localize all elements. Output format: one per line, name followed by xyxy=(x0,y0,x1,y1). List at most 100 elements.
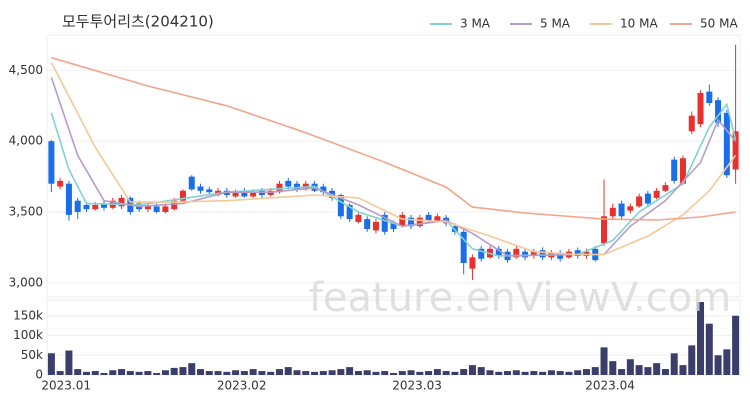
x-tick-label: 2023.03 xyxy=(392,379,442,393)
volume-bar xyxy=(249,369,257,375)
candle-body xyxy=(355,214,362,222)
volume-tick-label: 150k xyxy=(13,308,43,322)
candle-body xyxy=(460,231,467,264)
candle-body xyxy=(416,217,423,227)
legend-label: 3 MA xyxy=(460,17,491,31)
volume-bar xyxy=(197,369,205,375)
volume-bar xyxy=(258,371,266,375)
candle-body xyxy=(276,183,283,193)
candle-body xyxy=(627,206,634,211)
volume-bar xyxy=(539,371,547,375)
volume-bar xyxy=(653,363,661,375)
volume-bar xyxy=(600,347,608,375)
volume-bar xyxy=(679,365,687,375)
candle-body xyxy=(48,141,55,184)
volume-bar xyxy=(460,369,468,375)
candle-body xyxy=(679,158,686,184)
candle-body xyxy=(118,197,125,207)
volume-bar xyxy=(135,371,143,375)
volume-bar xyxy=(468,365,476,375)
candle-body xyxy=(162,206,169,213)
volume-bar xyxy=(521,371,529,375)
volume-bar xyxy=(275,369,283,375)
volume-tick-label: 0 xyxy=(35,368,43,382)
volume-bar xyxy=(372,371,380,375)
volume-bar xyxy=(47,353,55,375)
candle-body xyxy=(74,200,81,213)
volume-bar xyxy=(109,370,117,375)
candle-body xyxy=(65,183,72,215)
volume-bar xyxy=(495,371,503,375)
volume-bar xyxy=(442,371,450,375)
volume-bar xyxy=(381,371,389,375)
volume-bar xyxy=(91,371,99,375)
candle-body xyxy=(653,190,660,198)
volume-bar xyxy=(363,370,371,375)
candle-body xyxy=(662,185,669,191)
volume-bar xyxy=(170,367,178,375)
ma-line xyxy=(51,56,736,221)
volume-bar xyxy=(618,369,626,375)
ma-line xyxy=(50,62,737,256)
candle-body xyxy=(381,214,388,232)
candle-body xyxy=(179,190,186,201)
volume-bar xyxy=(582,369,590,375)
volume-tick-label: 100k xyxy=(13,328,43,342)
volume-bar xyxy=(100,373,108,375)
volume-bar xyxy=(407,370,415,375)
candle-body xyxy=(706,91,713,103)
y-tick-label: 3,500 xyxy=(9,205,43,219)
candle-body xyxy=(557,253,564,259)
volume-bar xyxy=(126,371,134,375)
candle-body xyxy=(434,216,441,221)
volume-bar xyxy=(284,367,292,375)
candle-body xyxy=(188,176,195,190)
volume-bar xyxy=(416,371,424,375)
candle-body xyxy=(469,257,476,269)
candle-body xyxy=(144,206,151,210)
volume-bar xyxy=(240,371,248,375)
legend-label: 50 MA xyxy=(700,17,738,31)
candle-body xyxy=(294,183,301,190)
candle-body xyxy=(609,207,616,217)
volume-bar xyxy=(547,370,555,375)
volume-bar xyxy=(486,370,494,375)
chart-title: 모두투어리츠(204210) xyxy=(62,13,214,31)
candle-body xyxy=(478,248,485,259)
candle-body xyxy=(101,203,108,208)
volume-bar xyxy=(697,301,705,375)
candle-body xyxy=(285,180,292,187)
legend-label: 5 MA xyxy=(540,17,571,31)
candle-body xyxy=(197,186,204,191)
volume-bar xyxy=(530,371,538,375)
candle-body xyxy=(601,216,608,244)
volume-bar xyxy=(591,367,599,375)
x-tick-label: 2023.01 xyxy=(41,379,91,393)
volume-bar xyxy=(688,345,696,375)
volume-bar xyxy=(65,350,73,375)
ma-line xyxy=(50,77,737,257)
candle-body xyxy=(346,204,353,220)
candle-body xyxy=(57,180,64,187)
volume-bar xyxy=(635,365,643,375)
volume-bar xyxy=(188,363,196,375)
volume-bar xyxy=(337,369,345,375)
x-tick-label: 2023.02 xyxy=(217,379,267,393)
volume-bar xyxy=(477,367,485,375)
volume-bar xyxy=(661,369,669,375)
volume-bar xyxy=(144,371,152,375)
volume-bar xyxy=(311,371,319,375)
volume-bar xyxy=(293,370,301,375)
candle-body xyxy=(688,115,695,132)
candle-body xyxy=(320,186,327,193)
candle-body xyxy=(495,248,502,256)
candle-body xyxy=(92,204,99,210)
volume-bar xyxy=(390,373,397,375)
candle-body xyxy=(206,189,213,193)
volume-bar xyxy=(705,323,713,375)
volume-bar xyxy=(670,353,678,375)
candle-body xyxy=(636,196,643,207)
volume-bar xyxy=(118,369,126,375)
candle-body xyxy=(513,248,520,258)
